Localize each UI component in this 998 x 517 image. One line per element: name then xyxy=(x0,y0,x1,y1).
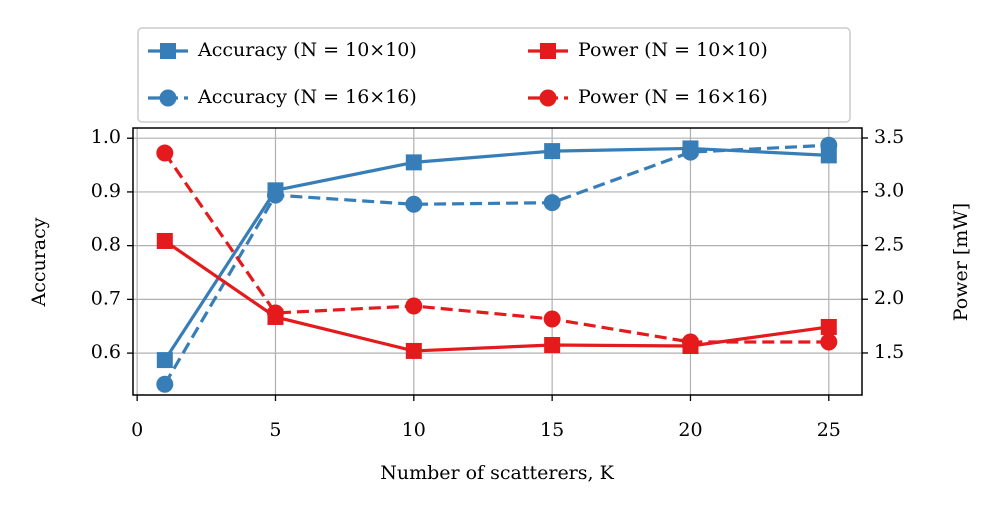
legend-label: Accuracy (N = 16×16) xyxy=(197,86,417,108)
legend-box xyxy=(137,27,851,123)
y-tick-label: 0.7 xyxy=(91,287,121,309)
x-tick-label: 20 xyxy=(678,419,702,441)
marker xyxy=(543,310,561,328)
marker xyxy=(820,318,837,335)
series-line xyxy=(163,239,830,353)
series-line xyxy=(163,143,829,386)
x-tick-label: 0 xyxy=(131,419,143,441)
legend-label: Power (N = 16×16) xyxy=(578,86,768,108)
x-tick-label: 15 xyxy=(540,419,564,441)
y2-tick-label: 2.5 xyxy=(874,233,904,255)
marker xyxy=(266,186,284,204)
x-tick-label: 25 xyxy=(817,419,841,441)
marker xyxy=(543,194,561,212)
y2-tick-label: 3.5 xyxy=(874,126,904,148)
plot-frame xyxy=(132,127,863,396)
marker xyxy=(405,154,422,171)
y-tick-label: 0.9 xyxy=(91,180,121,202)
x-tick-label: 10 xyxy=(402,419,426,441)
legend: Accuracy (N = 10×10) Accuracy (N = 16×16)… xyxy=(137,27,851,123)
marker xyxy=(681,143,699,161)
y2-tick-label: 2.0 xyxy=(874,287,904,309)
y2-tick-label: 1.5 xyxy=(874,341,904,363)
marker xyxy=(156,144,174,162)
y-axis-label: Accuracy xyxy=(28,217,50,307)
marker xyxy=(820,136,838,154)
marker xyxy=(544,337,561,354)
y2-axis-label: Power [mW] xyxy=(950,203,972,321)
y-tick-label: 0.8 xyxy=(91,234,121,256)
x-axis-label: Number of scatterers, K xyxy=(380,462,614,484)
legend-marker xyxy=(540,43,556,59)
marker xyxy=(681,333,699,351)
legend-marker xyxy=(160,43,176,59)
marker xyxy=(820,333,838,351)
marker xyxy=(544,143,561,160)
marker xyxy=(156,375,174,393)
marker xyxy=(405,195,423,213)
y-tick-label: 0.6 xyxy=(91,341,121,363)
legend-label: Power (N = 10×10) xyxy=(578,39,768,61)
legend-label: Accuracy (N = 10×10) xyxy=(197,39,417,61)
y2-tick-label: 3.0 xyxy=(874,180,904,202)
marker xyxy=(156,352,173,369)
y-tick-label: 1.0 xyxy=(91,126,121,148)
marker xyxy=(405,297,423,315)
marker xyxy=(156,232,173,249)
marker xyxy=(405,342,422,359)
series-line xyxy=(163,146,829,361)
legend-marker xyxy=(159,89,177,107)
series-line xyxy=(163,152,829,344)
x-tick-label: 5 xyxy=(269,419,281,441)
grid xyxy=(133,128,862,395)
marker xyxy=(266,304,284,322)
legend-marker xyxy=(539,89,557,107)
